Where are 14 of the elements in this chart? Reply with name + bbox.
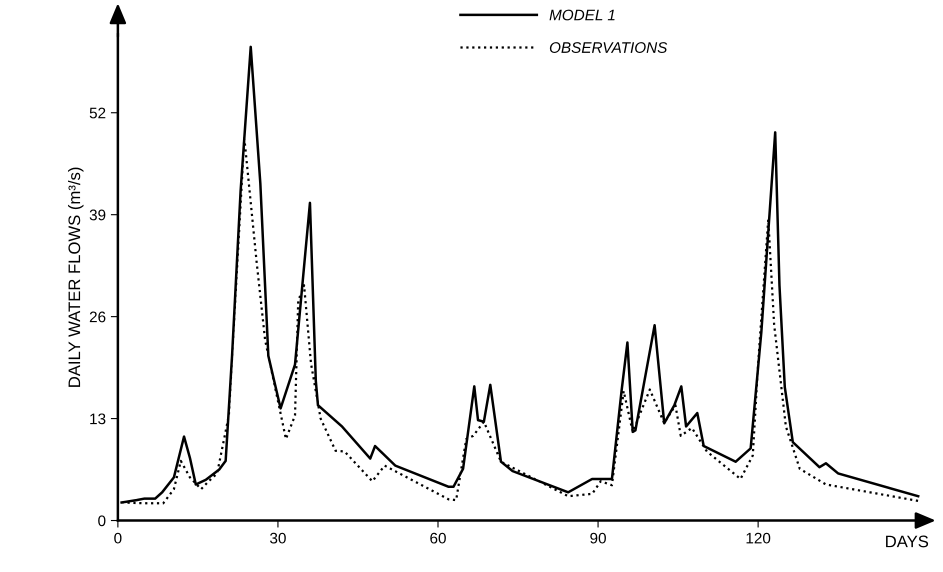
y-axis-title: DAILY WATER FLOWS (m³/s) [68, 168, 84, 387]
x-tick-label: 120 [746, 532, 770, 544]
y-tick-label: 13 [90, 413, 106, 424]
x-tick-label: 0 [114, 532, 122, 544]
x-tick-label: 60 [430, 532, 446, 544]
legend-label: MODEL 1 [550, 10, 615, 20]
legend-label: OBSERVATIONS [550, 42, 668, 53]
x-axis-title: DAYS [886, 536, 928, 548]
y-tick-label: 39 [90, 210, 106, 220]
x-tick-label: 30 [270, 532, 286, 544]
y-tick-label: 26 [90, 311, 106, 322]
x-tick-label: 90 [590, 532, 606, 544]
y-tick-label: 0 [98, 515, 106, 526]
y-tick-label: 52 [90, 108, 106, 118]
